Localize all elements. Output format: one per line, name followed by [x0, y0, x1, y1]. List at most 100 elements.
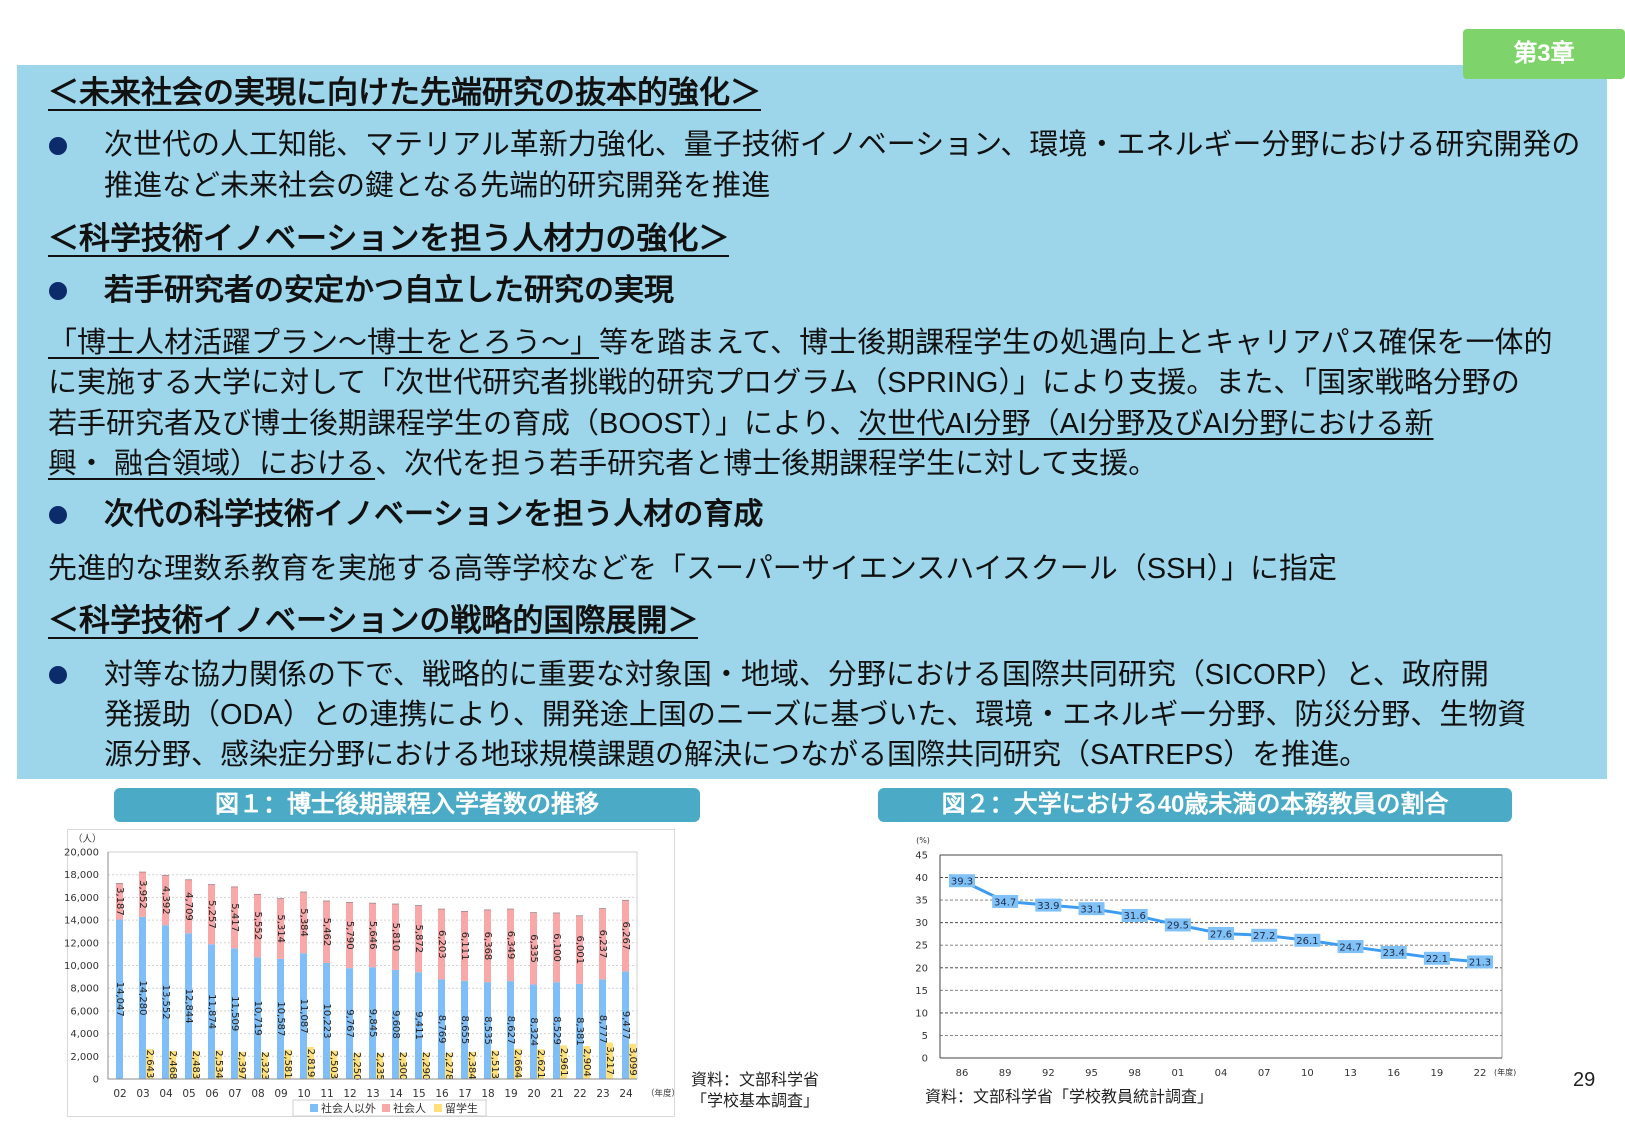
- x-axis-unit: （年度）: [646, 1088, 680, 1099]
- y-tick-label: 10: [915, 1008, 928, 1019]
- bar-segment: [415, 905, 422, 973]
- bullet-text-line: 発援助（ODA）との連携により、開発途上国のニーズに基づいた、環境・エネルギー分…: [104, 699, 1527, 731]
- bar-segment: [629, 1043, 636, 1079]
- figure-2-source-line: 資料：文部科学省「学校教員統計調査」: [925, 1089, 1214, 1106]
- y-tick-label: 20: [915, 963, 928, 974]
- data-label: 13,552: [160, 985, 171, 1020]
- plan-title-underlined: 「博士人材活躍プラン～博士をとろう～」: [48, 327, 600, 359]
- data-label: 11,087: [298, 999, 309, 1034]
- data-label: 3,099: [627, 1047, 638, 1076]
- y-tick-label: 45: [915, 851, 928, 862]
- data-label: 6,237: [597, 930, 608, 959]
- x-tick-label: 92: [1042, 1068, 1055, 1079]
- bar-segment: [576, 983, 583, 1079]
- y-tick-label: 5: [922, 1031, 928, 1042]
- data-label-box: [1337, 940, 1364, 954]
- data-label: 14,280: [137, 980, 148, 1015]
- x-tick-label: 19: [504, 1088, 517, 1100]
- data-label: 5,462: [321, 918, 332, 947]
- data-label: 8,655: [459, 1016, 470, 1045]
- paragraph-text: に実施する大学に対して「次世代研究者挑戦的研究プログラム（SPRING）」により…: [48, 367, 1520, 399]
- x-tick-label: 13: [366, 1088, 379, 1100]
- x-tick-label: 95: [1085, 1068, 1098, 1079]
- data-label: 31.6: [1124, 911, 1146, 922]
- y-tick-label: 6,000: [70, 1006, 99, 1017]
- data-label: 6,335: [528, 934, 539, 963]
- y-tick-label: 12,000: [64, 938, 99, 949]
- bar-segment: [576, 915, 583, 984]
- bar-segment: [606, 1042, 613, 1079]
- section-heading-frontier-research: ＜未来社会の実現に向けた先端研究の抜本的強化＞: [48, 75, 761, 111]
- data-label: 9,411: [413, 1011, 424, 1040]
- x-tick-label: 22: [573, 1088, 586, 1100]
- x-tick-label: 23: [596, 1088, 609, 1100]
- bullet-text-line: 源分野、感染症分野における地球規模課題の解決につながる国際共同研究（SATREP…: [104, 739, 1369, 771]
- figure-2-line-chart: 0 5 10 15 20 25 30 35 40 45 86 89 92 95 98 01 04 07 10 13 16…: [915, 836, 1516, 1079]
- data-label: 2,513: [489, 1050, 500, 1079]
- bar-segment: [346, 902, 353, 969]
- x-tick-label: 14: [389, 1088, 403, 1100]
- data-label: 5,257: [206, 900, 217, 929]
- data-label-box: [1467, 955, 1494, 969]
- data-label: 24.7: [1339, 942, 1361, 953]
- bar-segment: [284, 1049, 291, 1079]
- data-label: 3,952: [137, 880, 148, 909]
- bar-segment: [231, 948, 238, 1079]
- data-label: 2,323: [259, 1051, 270, 1080]
- x-tick-label: 07: [228, 1088, 241, 1100]
- x-tick-label: 86: [956, 1068, 969, 1079]
- data-label: 2,468: [167, 1051, 178, 1080]
- data-label: 12,844: [183, 989, 194, 1024]
- data-label: 2,819: [305, 1049, 316, 1078]
- bar-segment: [461, 980, 468, 1079]
- paragraph-line: に実施する大学に対して「次世代研究者挑戦的研究プログラム（SPRING）」により…: [48, 363, 1520, 403]
- paragraph-line: 興・ 融合領域）における、次代を担う若手研究者と博士後期課程学生に対して支援。: [48, 444, 1157, 484]
- figure-1-source-line: 資料：文部科学省: [691, 1072, 820, 1089]
- bullet-dot-icon: [49, 506, 67, 524]
- x-tick-label: 18: [481, 1088, 494, 1100]
- x-tick-label: 10: [1301, 1068, 1314, 1079]
- x-tick-label: 98: [1128, 1068, 1141, 1079]
- data-label: 27.6: [1210, 929, 1232, 940]
- data-label: 2,235: [374, 1052, 385, 1081]
- data-label: 8,324: [528, 1017, 539, 1046]
- data-label: 8,381: [574, 1017, 585, 1046]
- x-tick-label: 04: [1215, 1068, 1228, 1079]
- bar-segment: [553, 912, 560, 983]
- bar-segment: [484, 982, 491, 1079]
- paragraph-line: 先進的な理数系教育を実施する高等学校などを「スーパーサイエンスハイスクール（SS…: [48, 549, 1337, 589]
- data-label: 5,314: [275, 914, 286, 943]
- bar-segment: [422, 1053, 429, 1079]
- y-tick-label: 40: [915, 873, 928, 884]
- y-tick-label: 16,000: [64, 893, 99, 904]
- bar-segment: [599, 908, 606, 980]
- x-axis-unit: (年度): [1494, 1067, 1516, 1077]
- bar-segment: [553, 982, 560, 1079]
- y-tick-label: 10,000: [64, 961, 99, 972]
- bar-segment: [507, 981, 514, 1079]
- data-label: 2,621: [535, 1050, 546, 1079]
- data-label: 2,581: [282, 1050, 293, 1079]
- section-heading-international: ＜科学技術イノベーションの戦略的国際展開＞: [48, 603, 699, 639]
- bar-segment: [261, 1052, 268, 1079]
- legend-label: 社会人以外: [321, 1101, 376, 1115]
- x-tick-label: 05: [182, 1088, 195, 1100]
- x-tick-label: 10: [297, 1088, 310, 1100]
- bar-segment: [169, 1050, 176, 1079]
- bar-segment: [192, 1050, 199, 1079]
- data-label-box: [1251, 928, 1278, 942]
- data-label: 11,874: [206, 994, 217, 1029]
- data-label: 33.1: [1080, 904, 1102, 915]
- data-label: 2,534: [213, 1050, 224, 1079]
- ai-field-underlined: 次世代AI分野（AI分野及びAI分野における新: [858, 408, 1434, 440]
- x-tick-label: 16: [1387, 1068, 1400, 1079]
- legend-label: 社会人: [393, 1101, 426, 1115]
- figure-1-bar-chart: 0 2,000 4,000 6,000 8,000 10,000 12,000 14,000 1…: [64, 833, 680, 1117]
- data-label: 5,552: [252, 912, 263, 941]
- data-label-box: [1294, 933, 1321, 947]
- data-label: 4,392: [160, 886, 171, 915]
- x-tick-label: 06: [205, 1088, 219, 1100]
- bar-segment: [330, 1050, 337, 1079]
- x-tick-label: 11: [320, 1088, 333, 1100]
- data-label: 2,643: [144, 1050, 155, 1079]
